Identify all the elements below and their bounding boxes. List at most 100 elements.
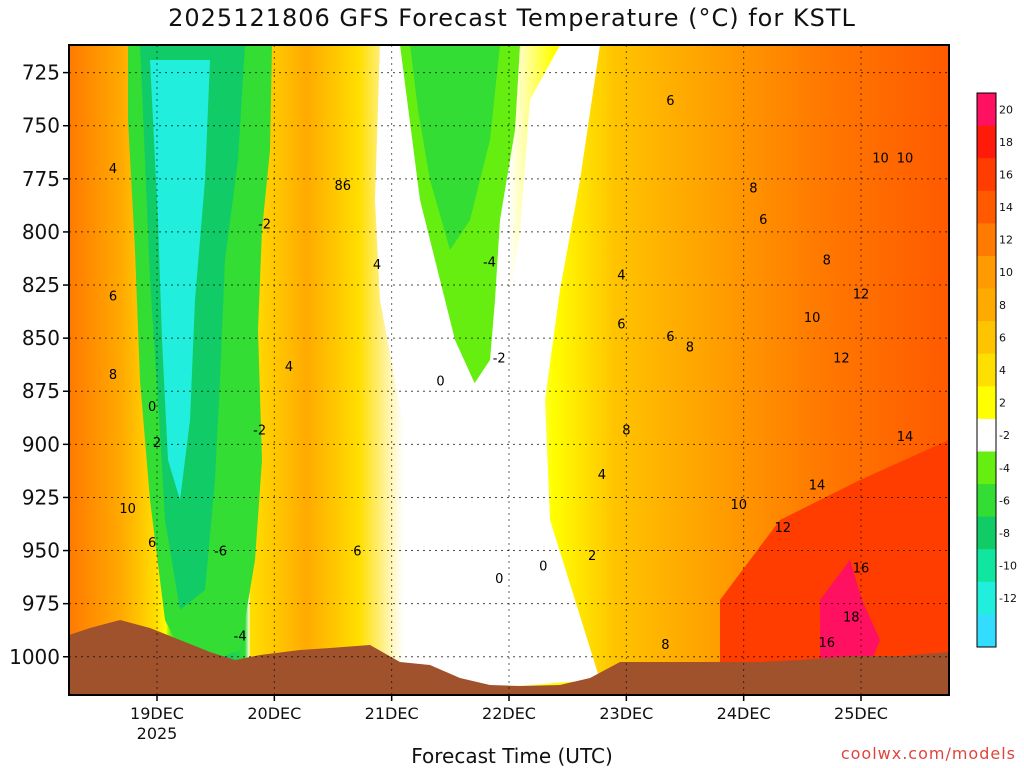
- x-axis-title: Forecast Time (UTC): [411, 744, 613, 768]
- y-tick-label: 975: [22, 592, 60, 616]
- y-tick-label: 800: [22, 220, 60, 244]
- colorbar-label: 4: [999, 364, 1006, 377]
- y-axis: 725 750 775 800 825 850 875 900 925 950 975 1000: [9, 61, 69, 669]
- x-tick-label: 21DEC: [365, 704, 419, 723]
- colorbar-label: 6: [999, 331, 1006, 344]
- coldest-core-region: [150, 60, 210, 500]
- colorbar-label: 20: [999, 103, 1013, 116]
- contour-label: 6: [353, 545, 361, 560]
- contour-label: -2: [253, 423, 266, 438]
- contour-label: 6: [666, 330, 674, 345]
- y-tick-label: 950: [22, 539, 60, 563]
- y-tick-label: 900: [22, 432, 60, 456]
- contour-label: 4: [373, 258, 381, 273]
- contour-label: 0: [495, 572, 503, 587]
- chart-title: 2025121806 GFS Forecast Temperature (°C)…: [168, 4, 856, 32]
- colorbar-swatch: [977, 321, 996, 355]
- colorbar-label: -4: [999, 462, 1010, 475]
- contour-label: 10: [119, 502, 136, 517]
- y-tick-label: 875: [22, 379, 60, 403]
- y-tick-label: 825: [22, 273, 60, 297]
- contour-label: 4: [285, 360, 293, 375]
- contour-label: 0: [436, 375, 444, 390]
- y-tick-label: 925: [22, 485, 60, 509]
- source-credit: coolwx.com/models: [840, 744, 1016, 763]
- colorbar-swatch: [977, 516, 996, 550]
- colorbar-swatch: [977, 451, 996, 485]
- contour-label: 10: [804, 311, 821, 326]
- contour-label: -6: [214, 545, 227, 560]
- y-tick-label: 1000: [9, 645, 60, 669]
- gridlines: [69, 45, 949, 695]
- contour-label: 12: [833, 351, 850, 366]
- contour-label: 8: [823, 254, 831, 269]
- x-tick-label: 20DEC: [247, 704, 301, 723]
- colorbar-label: -10: [999, 560, 1017, 573]
- colorbar-swatch: [977, 614, 996, 648]
- colorbar-swatch: [977, 549, 996, 583]
- near-zero-region: [375, 45, 600, 690]
- upper-cold-core: [410, 45, 500, 250]
- colorbar-label: 14: [999, 201, 1013, 214]
- colorbar-legend: 20 18 16 14 12 10 8 6 4 2 -2 -4 -6 -8 -10 -12: [976, 92, 1017, 648]
- contour-label: 18: [843, 610, 860, 625]
- colorbar-swatch: [977, 190, 996, 224]
- colorbar-swatch: [977, 418, 996, 452]
- contour-label: 16: [819, 636, 836, 651]
- contour-label: 86: [335, 179, 352, 194]
- contour-label: 14: [809, 479, 826, 494]
- x-tick-label: 23DEC: [599, 704, 653, 723]
- contour-labels: 46802106-2-2-6-486446-4-2000244686868108…: [109, 94, 913, 653]
- colorbar-swatch: [977, 386, 996, 420]
- contour-label: 6: [148, 536, 156, 551]
- contour-label: -4: [483, 256, 496, 271]
- x-tick-label: 22DEC: [482, 704, 536, 723]
- contour-label: 8: [749, 181, 757, 196]
- y-tick-label: 725: [22, 61, 60, 85]
- contour-label: 6: [617, 317, 625, 332]
- contour-label: -4: [234, 630, 247, 645]
- colorbar-label: 18: [999, 136, 1013, 149]
- contour-label: -2: [258, 217, 271, 232]
- contour-label: 8: [622, 423, 630, 438]
- contour-label: 14: [897, 430, 914, 445]
- contour-label: 10: [731, 498, 748, 513]
- contour-label: 10: [897, 152, 914, 167]
- contour-label: 10: [872, 152, 889, 167]
- colorbar-swatch: [977, 223, 996, 257]
- contour-label: 4: [109, 162, 117, 177]
- colorbar-label: -2: [999, 429, 1010, 442]
- colorbar-frame: [976, 92, 997, 648]
- contour-label: 0: [148, 400, 156, 415]
- colorbar-label: -12: [999, 592, 1017, 605]
- x-tick-label: 19DEC: [130, 704, 184, 723]
- colorbar-swatch: [977, 288, 996, 322]
- colorbar-label: 2: [999, 397, 1006, 410]
- y-tick-label: 850: [22, 326, 60, 350]
- contour-label: 0: [539, 559, 547, 574]
- x-tick-sublabel: 2025: [137, 724, 178, 743]
- colorbar-swatch: [977, 353, 996, 387]
- colorbar-swatch: [977, 484, 996, 518]
- warm-surface-region: [720, 440, 949, 695]
- y-tick-label: 750: [22, 114, 60, 138]
- colorbar-swatch: [977, 255, 996, 290]
- contour-label: 6: [666, 94, 674, 109]
- colorbar-swatch: [977, 93, 996, 127]
- colorbar-label: 8: [999, 299, 1006, 312]
- contour-label: 8: [686, 341, 694, 356]
- contour-label: 2: [153, 436, 161, 451]
- contour-label: 6: [109, 290, 117, 305]
- y-tick-label: 775: [22, 167, 60, 191]
- colorbar-swatch: [977, 125, 996, 159]
- x-tick-label: 24DEC: [717, 704, 771, 723]
- colorbar-label: -6: [999, 494, 1010, 507]
- contour-label: 4: [598, 468, 606, 483]
- colorbar-swatch: [977, 581, 996, 615]
- colorbar-label: 16: [999, 168, 1013, 181]
- terrain-ground: [69, 620, 949, 695]
- plot-area: 46802106-2-2-6-486446-4-2000244686868108…: [69, 45, 949, 695]
- contour-label: 6: [759, 213, 767, 228]
